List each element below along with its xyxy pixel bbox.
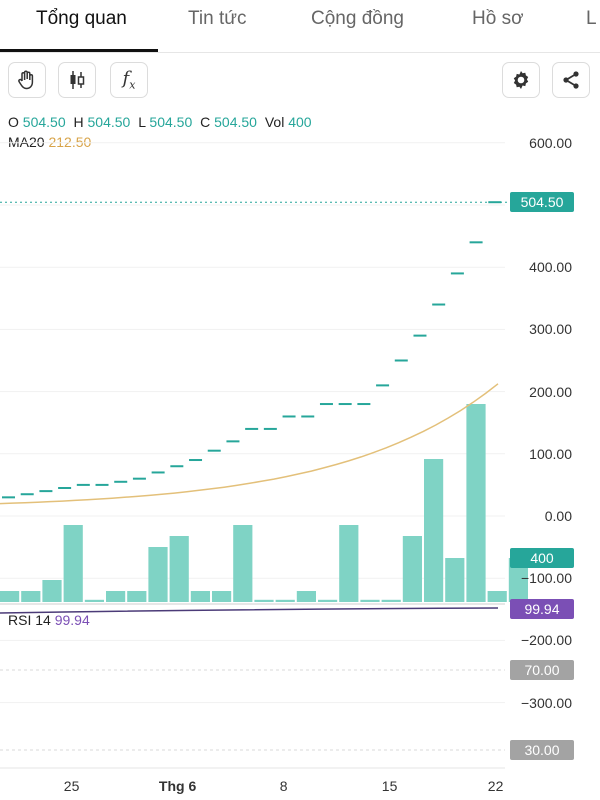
open-value: 504.50 xyxy=(22,114,66,130)
x-tick-label: Thg 6 xyxy=(158,778,197,794)
y-tick-label: 400.00 xyxy=(529,259,572,276)
tab-news[interactable]: Tin tức xyxy=(188,8,247,29)
volume-badge: 400 xyxy=(510,548,574,568)
candlestick-icon xyxy=(70,71,85,89)
volume-value: 400 xyxy=(288,114,312,130)
last-price-badge: 504.50 xyxy=(510,192,574,213)
rsi-line xyxy=(0,607,499,614)
rsi-level-70-badge: 70.00 xyxy=(510,660,574,680)
volume-bar xyxy=(508,558,528,602)
share-icon xyxy=(563,71,579,89)
rsi-value: 99.94 xyxy=(54,612,90,628)
volume-bar xyxy=(42,580,62,602)
tab-profile[interactable]: Hồ sơ xyxy=(472,8,524,29)
y-tick-label: 0.00 xyxy=(544,508,572,524)
volume-bar xyxy=(424,459,444,602)
y-tick-label: 600.00 xyxy=(529,134,572,151)
ma-label: MA20 xyxy=(8,134,45,150)
share-button[interactable] xyxy=(552,62,590,98)
high-label: H xyxy=(73,114,84,130)
volume-bar xyxy=(296,591,316,602)
volume-bar xyxy=(360,599,380,602)
volume-bar xyxy=(63,525,83,602)
active-tab-indicator xyxy=(0,49,158,52)
low-value: 504.50 xyxy=(149,114,193,130)
x-tick-label: 25 xyxy=(63,778,80,794)
volume-bar xyxy=(318,599,338,602)
y-tick-label: 300.00 xyxy=(529,321,572,338)
volume-bar xyxy=(254,599,274,602)
rsi-label: RSI 14 xyxy=(8,612,51,628)
volume-bar xyxy=(21,591,41,602)
y-tick-label: 200.00 xyxy=(529,383,572,400)
y-tick-label: −200.00 xyxy=(521,632,572,649)
tab-community[interactable]: Cộng đồng xyxy=(311,8,404,29)
y-tick-label: −300.00 xyxy=(521,694,572,711)
close-label: C xyxy=(200,114,211,130)
volume-bar xyxy=(466,404,486,602)
volume-bar xyxy=(445,558,465,602)
high-value: 504.50 xyxy=(87,114,131,130)
hand-icon xyxy=(18,70,34,90)
volume-bar xyxy=(169,536,189,602)
y-tick-label: −100.00 xyxy=(521,570,572,587)
x-tick-label: 22 xyxy=(487,778,504,794)
chart-type-button[interactable] xyxy=(58,62,96,98)
volume-bar xyxy=(233,525,253,602)
x-tick-label: 15 xyxy=(381,778,398,794)
volume-bar xyxy=(339,525,359,602)
volume-bar xyxy=(148,547,168,602)
indicators-button[interactable]: fx xyxy=(110,62,148,98)
open-label: O xyxy=(8,114,19,130)
ma-value: 212.50 xyxy=(48,134,92,150)
function-icon: fx xyxy=(122,68,136,92)
volume-bar xyxy=(212,591,232,602)
rsi-legend: RSI 14 99.94 xyxy=(8,612,90,628)
volume-bar xyxy=(0,591,20,602)
drawing-tool-button[interactable] xyxy=(8,62,46,98)
top-tab-bar: Tổng quan Tin tức Cộng đồng Hồ sơ L xyxy=(0,0,600,53)
volume-bar xyxy=(190,591,210,602)
volume-bar xyxy=(402,536,422,602)
settings-button[interactable] xyxy=(502,62,540,98)
volume-bar xyxy=(127,591,147,602)
y-tick-label: 100.00 xyxy=(529,445,572,462)
ma20-line xyxy=(0,383,499,505)
close-value: 504.50 xyxy=(214,114,257,130)
low-label: L xyxy=(138,114,146,130)
gear-icon xyxy=(513,71,529,89)
x-tick-label: 8 xyxy=(279,778,288,794)
volume-bar xyxy=(275,599,295,602)
volume-bar xyxy=(106,591,126,602)
tab-overview[interactable]: Tổng quan xyxy=(36,8,127,29)
ma-legend: MA20 212.50 xyxy=(8,134,91,150)
volume-bar xyxy=(487,591,507,602)
volume-bar xyxy=(84,599,104,602)
rsi-value-badge: 99.94 xyxy=(510,599,574,619)
ohlc-legend: O 504.50 H 504.50 L 504.50 C 504.50 Vol … xyxy=(8,114,316,130)
volume-label: Vol xyxy=(264,114,285,130)
volume-bar xyxy=(381,599,401,602)
rsi-level-30-badge: 30.00 xyxy=(510,740,574,760)
tab-more[interactable]: L xyxy=(586,8,597,29)
